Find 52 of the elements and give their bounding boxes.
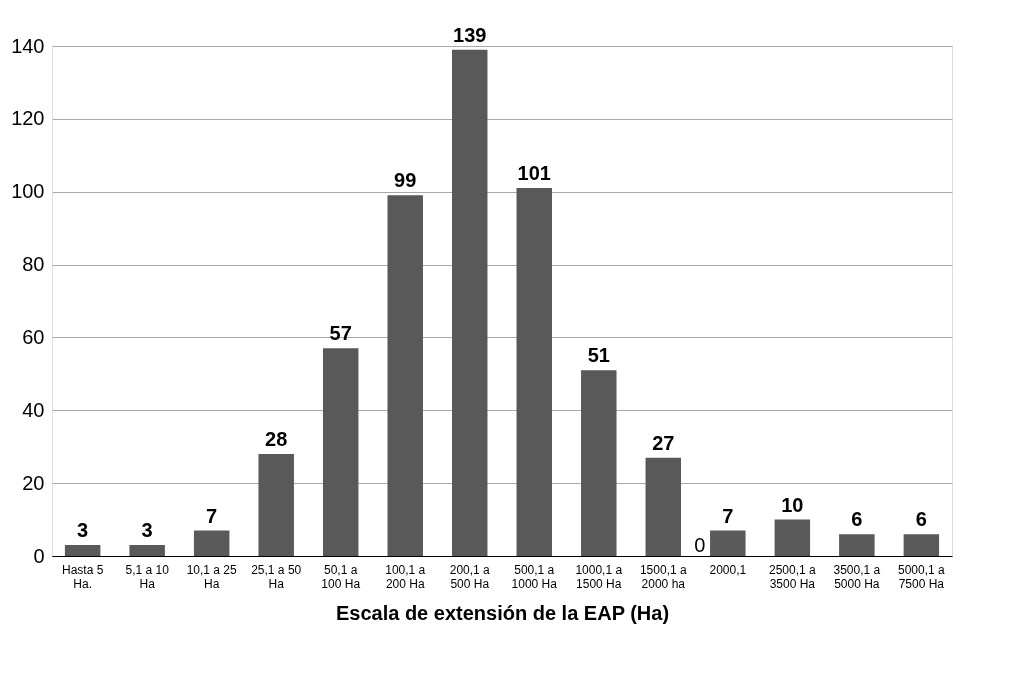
y-tick-label: 60: [22, 325, 45, 348]
y-tick-label: 20: [22, 471, 45, 494]
bar: [452, 49, 488, 556]
data-label: 6: [915, 508, 927, 531]
data-label: 99: [394, 169, 417, 192]
y-tick-label: 140: [11, 34, 45, 57]
x-tick-label: 10,1 a 25 Ha: [186, 562, 238, 591]
data-label: 10: [781, 493, 804, 516]
data-label: 3: [77, 519, 89, 542]
bar: [903, 534, 940, 556]
data-label: 3: [141, 519, 153, 542]
y-tick-label: 80: [22, 253, 45, 276]
bar: [710, 530, 746, 556]
data-label: 139: [453, 23, 487, 46]
y-tick-label: 120: [11, 107, 45, 130]
x-tick-label: 1000,1 a 1500 Ha: [575, 562, 623, 591]
x-tick-label: Hasta 5 Ha.: [61, 562, 104, 591]
data-label: 51: [587, 344, 610, 367]
bar: [387, 195, 423, 556]
x-tick-label: 25,1 a 50 Ha: [251, 562, 302, 591]
bar: [516, 188, 552, 556]
x-tick-label: 2500,1 a 3500 Ha: [768, 562, 816, 591]
y-tick-label: 40: [22, 398, 45, 421]
y-tick-label: 0: [33, 544, 45, 567]
data-label: 28: [265, 428, 288, 450]
bar: [322, 348, 359, 556]
x-tick-label: 5,1 a 10 Ha: [125, 562, 170, 591]
x-tick-label: 500,1 a 1000 Ha: [511, 562, 558, 591]
annotation: 0: [694, 534, 706, 556]
bar: [258, 454, 294, 556]
x-tick-label: 1500,1 a 2000 ha: [639, 562, 687, 591]
bar: [129, 545, 165, 556]
bar: [774, 519, 811, 556]
x-tick-label: 50,1 a 100 Ha: [321, 562, 361, 591]
data-label: 57: [329, 322, 352, 345]
data-label: 27: [652, 431, 675, 454]
bar: [839, 534, 875, 556]
bar: [64, 545, 101, 556]
x-tick-label: 100,1 a 200 Ha: [385, 562, 426, 591]
data-label: 6: [851, 508, 863, 531]
bar: [581, 370, 617, 556]
x-tick-label: 3500,1 a 5000 Ha: [833, 562, 881, 591]
bar: [193, 530, 230, 556]
data-label: 7: [206, 504, 218, 527]
y-tick-label: 100: [11, 180, 45, 203]
x-tick-label: 2000,1: [709, 562, 747, 577]
data-label: 101: [517, 162, 551, 185]
x-axis-title: Escala de extensión de la EAP (Ha): [335, 601, 670, 624]
data-label: 7: [722, 504, 734, 527]
bar: [645, 457, 682, 556]
x-tick-label: 200,1 a 500 Ha: [449, 562, 491, 591]
x-tick-label: 5000,1 a 7500 Ha: [898, 562, 946, 591]
